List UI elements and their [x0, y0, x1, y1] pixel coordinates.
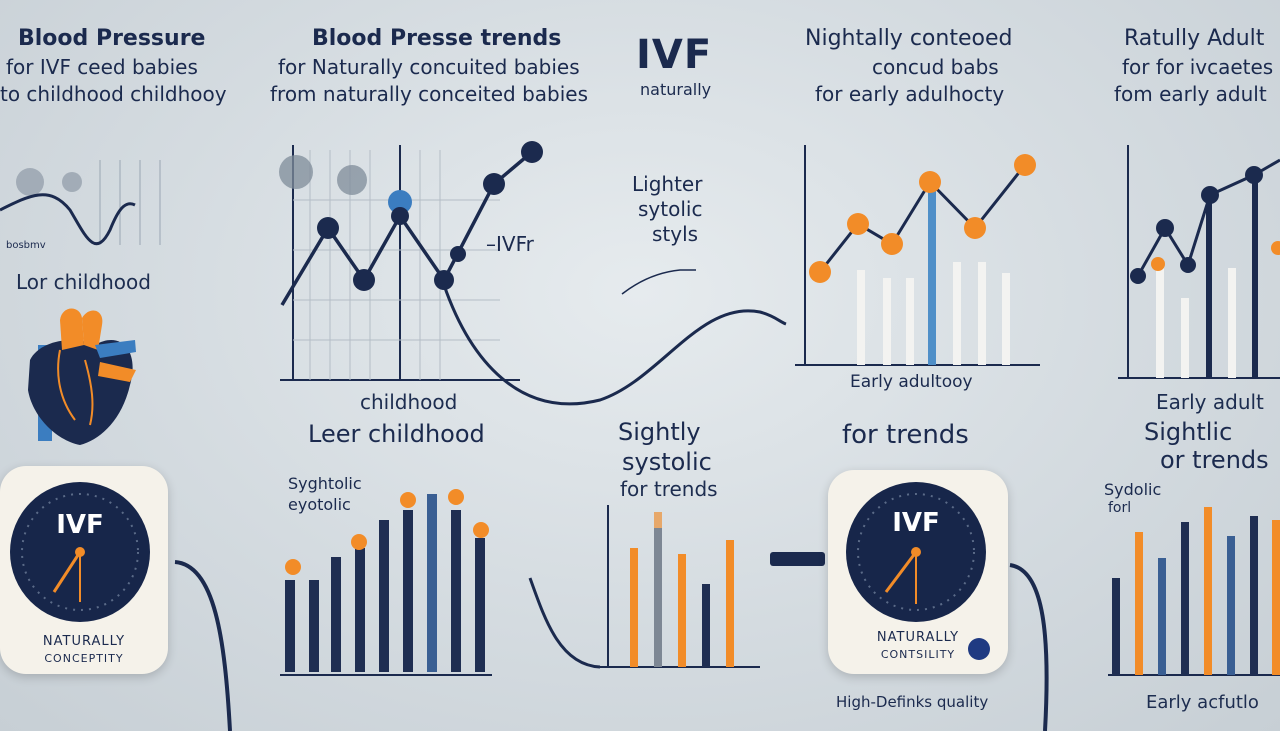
bottom-left-bar-chart [280, 489, 492, 676]
right-gauge-needle [857, 493, 975, 611]
col1-line3: to childhood childhooy [0, 82, 227, 106]
high-def-label: High-Definks quality [836, 693, 989, 711]
sightlic-label: Sightlic [1144, 418, 1233, 446]
far-right-chart [1118, 145, 1280, 379]
bottom-center-bar-chart [528, 505, 760, 669]
left-gauge: IVF NATURALLY CONCEPTITY [0, 466, 168, 674]
left-gauge-needle [21, 493, 139, 611]
col5-line2: for for ivcaetes [1122, 55, 1274, 79]
left-gauge-dial: IVF [10, 482, 150, 622]
forl-label: forl [1108, 500, 1132, 516]
right-gauge-dial: IVF [846, 482, 986, 622]
sightly-label: Sightly [618, 418, 701, 446]
right-gauge-button[interactable] [968, 638, 990, 660]
childhood-label: childhood [360, 390, 458, 414]
right-gauge-cable [1009, 563, 1049, 731]
col5-title: Ratully Adult [1124, 26, 1265, 51]
col3-title: IVF [636, 32, 713, 78]
left-wave-chart [0, 160, 161, 246]
col4-line3: for early adulhocty [815, 82, 1005, 106]
tiny-trend-line [621, 269, 696, 295]
right-gauge: IVF NATURALLY CONTSILITY [828, 470, 1008, 674]
col3-sub: naturally [640, 80, 712, 99]
right-gauge-plug [770, 552, 825, 566]
early-adult-right-label: Early adult [1156, 390, 1264, 414]
main-line-chart [279, 141, 787, 406]
col4-line2: concud babs [872, 55, 999, 79]
sydolic-label: Sydolic [1104, 480, 1162, 499]
heart-icon [28, 308, 136, 445]
for-trends-big-label: for trends [842, 420, 969, 450]
col2-title: Blood Presse trends [312, 26, 562, 51]
lor-childhood-label: Lor childhood [16, 270, 151, 294]
right-gauge-line2: CONTSILITY [880, 648, 956, 661]
eyotolic-label: eyotolic [288, 495, 351, 514]
ivf-line-label: –IVFr [486, 232, 534, 256]
col2-line3: from naturally conceited babies [270, 82, 589, 106]
leer-childhood-label: Leer childhood [308, 420, 485, 448]
col1-line2: for IVF ceed babies [6, 55, 198, 79]
sytolic-label: sytolic [638, 197, 703, 221]
right-gauge-face-label: IVF [892, 508, 940, 538]
systolic-label: systolic [622, 448, 712, 476]
col4-title: Nightally conteoed [805, 26, 1013, 51]
early-adult-mid-label: Early adultooy [850, 372, 973, 392]
left-gauge-line2: CONCEPTITY [44, 652, 124, 665]
bottom-right-bar-chart [1108, 507, 1280, 676]
tiny-axis-label: bosbmv [6, 240, 46, 251]
col5-line3: fom early adult [1114, 82, 1267, 106]
right-center-chart [795, 145, 1040, 366]
right-gauge-line1: NATURALLY [876, 630, 960, 645]
col2-line2: for Naturally concuited babies [278, 55, 580, 79]
lighter-label: Lighter [632, 172, 703, 196]
styls-label: styls [652, 222, 699, 246]
left-gauge-cable [174, 560, 232, 731]
early-acfutlo-label: Early acfutlo [1146, 692, 1259, 713]
for-trends-mid-label: for trends [620, 477, 718, 501]
left-gauge-line1: NATURALLY [42, 634, 126, 649]
or-trends-label: or trends [1160, 446, 1269, 474]
left-gauge-face-label: IVF [56, 510, 104, 540]
col1-title: Blood Pressure [18, 26, 206, 51]
syghtolic-label: Syghtolic [288, 474, 362, 493]
